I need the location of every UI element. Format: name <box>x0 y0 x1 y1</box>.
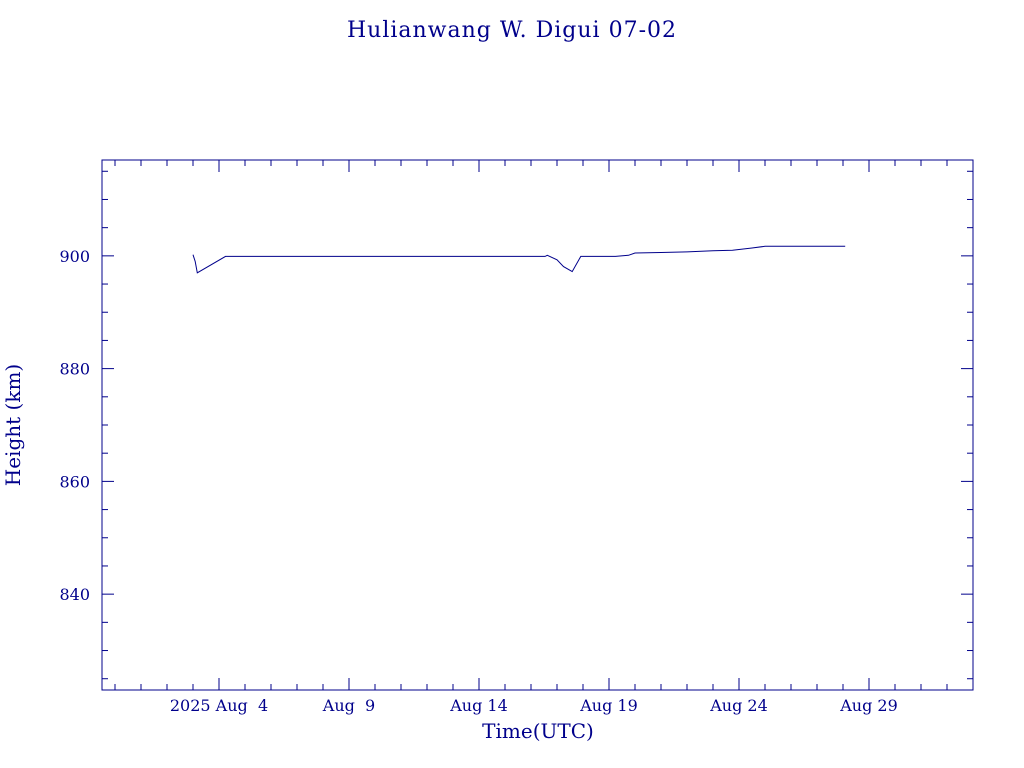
y-tick-label: 900 <box>59 247 90 266</box>
x-tick-label: Aug 24 <box>709 696 768 715</box>
x-tick-label: 2025 Aug 4 <box>170 696 268 715</box>
x-axis-label: Time(UTC) <box>482 719 594 743</box>
series-line <box>192 245 846 274</box>
y-axis-label: Height (km) <box>1 364 25 486</box>
y-tick-labels: 840 860 880 900 <box>59 247 90 604</box>
x-tick-label: Aug 19 <box>579 696 638 715</box>
chart-title: Hulianwang W. Digui 07-02 <box>347 18 677 43</box>
y-tick-label: 840 <box>59 585 90 604</box>
plot-frame <box>101 159 974 691</box>
x-tick-label: Aug 9 <box>322 696 375 715</box>
x-tick-label: Aug 14 <box>449 696 508 715</box>
x-tick-label: Aug 29 <box>839 696 898 715</box>
x-tick-labels: 2025 Aug 4 Aug 9 Aug 14 Aug 19 Aug 24 Aug 29 <box>170 696 898 715</box>
y-tick-label: 880 <box>59 360 90 379</box>
tick-marks <box>102 160 974 690</box>
y-tick-label: 860 <box>59 472 90 491</box>
